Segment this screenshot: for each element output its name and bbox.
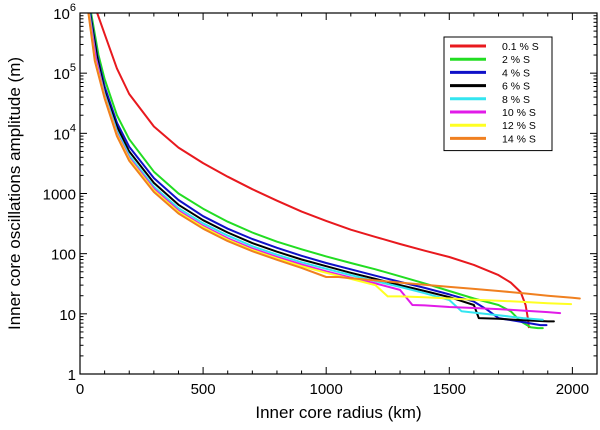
y-tick-label: 1 bbox=[68, 367, 76, 384]
legend-label: 8 % S bbox=[502, 94, 530, 106]
y-tick-exponent: 5 bbox=[70, 62, 76, 74]
y-tick-label: 100 bbox=[51, 247, 76, 264]
y-tick-exponent: 6 bbox=[70, 2, 76, 14]
y-tick-base: 10 bbox=[53, 66, 70, 83]
legend-label: 0.1 % S bbox=[502, 41, 539, 53]
y-tick-label: 106 bbox=[53, 2, 76, 23]
series-line-5 bbox=[88, 13, 544, 321]
series-line-3 bbox=[89, 13, 548, 327]
series-layer bbox=[87, 13, 581, 330]
y-tick-label: 104 bbox=[53, 122, 76, 143]
x-axis-label: Inner core radius (km) bbox=[255, 403, 421, 422]
x-tick-label: 2000 bbox=[556, 381, 589, 398]
legend-box bbox=[443, 36, 553, 152]
legend-label: 14 % S bbox=[502, 133, 536, 145]
legend-label: 2 % S bbox=[502, 54, 530, 66]
legend-label: 10 % S bbox=[502, 107, 536, 119]
x-tick-label: 500 bbox=[191, 381, 216, 398]
y-axis-label: Inner core oscillations amplitude (m) bbox=[5, 57, 24, 330]
y-tick-label: 10 bbox=[59, 307, 76, 324]
legend-label: 4 % S bbox=[502, 67, 530, 79]
series-line-1 bbox=[96, 13, 530, 329]
legend-label: 12 % S bbox=[502, 120, 536, 132]
y-tick-base: 10 bbox=[53, 6, 70, 23]
x-tick-label: 0 bbox=[76, 381, 84, 398]
x-tick-label: 1000 bbox=[310, 381, 343, 398]
y-tick-exponent: 4 bbox=[70, 122, 76, 134]
legend-label: 6 % S bbox=[502, 81, 530, 93]
legend: 0.1 % S2 % S4 % S 6 % S8 % S10 % S12 % S1… bbox=[443, 36, 553, 152]
y-tick-label: 105 bbox=[53, 62, 76, 83]
series-line-4 bbox=[88, 13, 555, 323]
x-tick-label: 1500 bbox=[433, 381, 466, 398]
y-tick-base: 10 bbox=[53, 126, 70, 143]
y-tick-label: 1000 bbox=[43, 187, 76, 204]
series-line-8 bbox=[87, 13, 581, 300]
ticks-layer bbox=[79, 12, 597, 375]
series-line-2 bbox=[90, 13, 544, 330]
